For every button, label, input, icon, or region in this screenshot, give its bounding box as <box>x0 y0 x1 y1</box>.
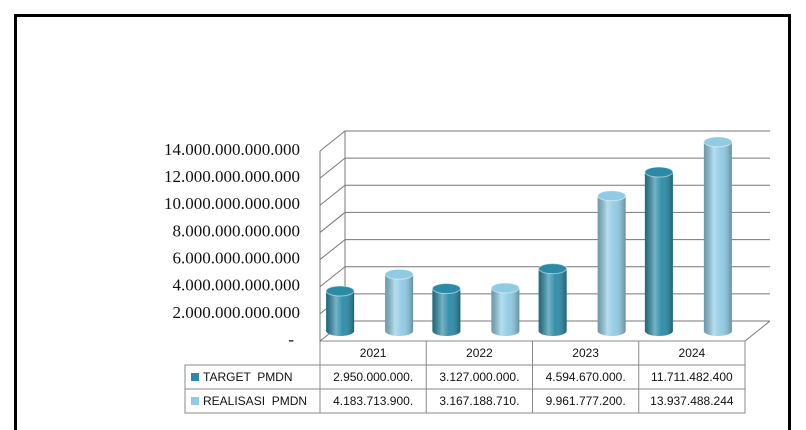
x-tick-label: 2021 <box>360 346 387 360</box>
bar-bottom-shine <box>538 326 567 336</box>
bar-shine <box>644 172 673 331</box>
bar-top <box>644 166 674 178</box>
legend-swatch <box>191 397 199 405</box>
data-label: 13.937.488.244 <box>650 394 734 408</box>
floor-edge <box>744 320 771 342</box>
bar-top <box>431 283 461 295</box>
data-label: 3.167.188.710. <box>439 394 519 408</box>
grid-line <box>319 157 770 179</box>
legend-swatch <box>191 373 199 381</box>
bar-bottom-shine <box>491 326 520 336</box>
grid-line <box>319 130 770 152</box>
bar-bottom-shine <box>644 326 673 336</box>
grid-line <box>319 239 770 260</box>
x-tick-label: 2024 <box>679 346 706 360</box>
legend-label: TARGET PMDN <box>203 370 293 384</box>
bar-shine <box>385 274 414 331</box>
bar-top <box>384 268 414 280</box>
bar <box>703 136 733 336</box>
y-tick-label: 12.000.000.000.000 <box>164 167 300 186</box>
bar-shine <box>326 290 355 331</box>
bar-shine <box>597 195 626 331</box>
bar-bottom-shine <box>326 326 355 336</box>
bar-bottom-shine <box>385 326 414 336</box>
x-tick-label: 2022 <box>466 346 493 360</box>
bar <box>384 268 414 336</box>
bar-bottom-shine <box>432 326 461 336</box>
legend-label: REALISASI PMDN <box>203 394 307 408</box>
bar-shine <box>491 288 520 331</box>
bar <box>538 263 568 336</box>
x-tick-label: 2023 <box>572 346 599 360</box>
grid-line <box>319 184 770 206</box>
data-label: 4.183.713.900. <box>333 394 413 408</box>
grid-line <box>319 211 770 233</box>
bar-top <box>597 190 627 202</box>
bar-bottom-shine <box>703 326 732 336</box>
grid-line <box>319 266 770 288</box>
bar <box>431 283 461 336</box>
y-tick-label: 8.000.000.000.000 <box>173 221 301 240</box>
y-tick-label: 2.000.000.000.000 <box>173 303 301 322</box>
y-tick-label: 14.000.000.000.000 <box>164 140 300 159</box>
y-tick-label: - <box>288 330 294 349</box>
bar-top <box>325 285 355 297</box>
bar-top <box>703 136 733 148</box>
bar-shine <box>432 288 461 331</box>
bar <box>597 190 627 336</box>
y-tick-label: 10.000.000.000.000 <box>164 194 300 213</box>
bar-shine <box>703 141 732 331</box>
data-label: 4.594.670.000. <box>546 370 626 384</box>
data-label: 9.961.777.200. <box>546 394 626 408</box>
y-tick-label: 6.000.000.000.000 <box>173 248 301 267</box>
bar-shine <box>538 268 567 331</box>
bar <box>644 166 674 336</box>
y-tick-label: 4.000.000.000.000 <box>173 276 301 295</box>
data-label: 11.711.482.400 <box>651 370 733 384</box>
bar <box>490 282 520 336</box>
bar-top <box>490 282 520 294</box>
bar-bottom-shine <box>597 326 626 336</box>
bar <box>325 285 355 336</box>
data-label: 2.950.000.000. <box>333 370 413 384</box>
data-label: 3.127.000.000. <box>439 370 519 384</box>
frame <box>14 14 791 430</box>
bar-top <box>538 263 568 275</box>
